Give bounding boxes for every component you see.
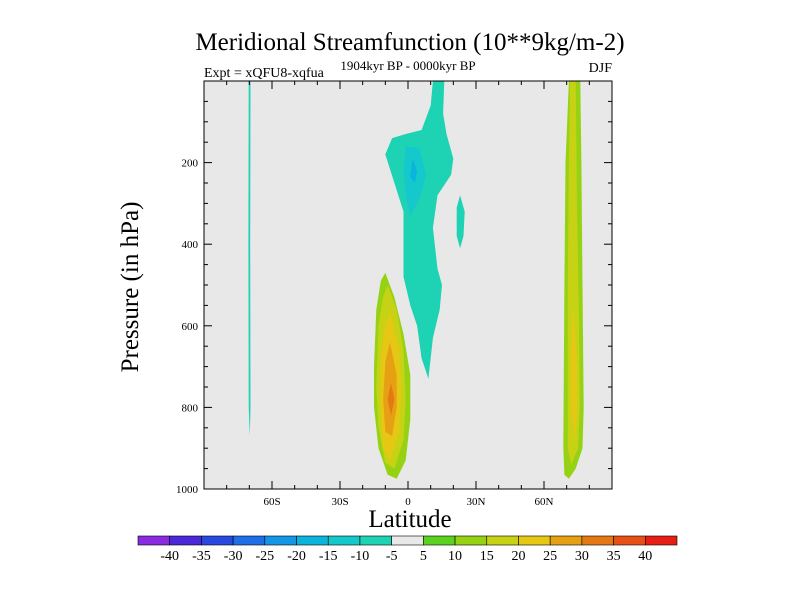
equatorial-cell-level--15 <box>410 158 418 183</box>
colorbar-label: 15 <box>480 549 494 564</box>
x-axis: 60S 30S 0 30N 60N <box>203 81 613 508</box>
colorbar-label: 40 <box>638 549 652 564</box>
colorbar-label: 20 <box>511 549 525 564</box>
y-tick-label: 400 <box>182 239 199 251</box>
colorbar-swatch <box>454 535 488 546</box>
sh-tropical-cell-level-30 <box>387 382 395 416</box>
sh-polar-filament-level--5 <box>248 81 251 436</box>
colorbar-label: 25 <box>543 549 557 564</box>
colorbar-label: -20 <box>287 549 306 564</box>
experiment-label: Expt = xQFU8-xqfua <box>204 66 325 81</box>
colorbar-label: 5 <box>420 549 427 564</box>
x-tick-label: 30N <box>467 496 486 508</box>
equatorial-cell-level--5 <box>385 81 454 379</box>
colorbar-label: 10 <box>448 549 462 564</box>
colorbar-swatch <box>327 535 361 546</box>
colorbar-label: -35 <box>192 549 211 564</box>
colorbar: -40 -35 -30 -25 -20 -15 -10 -5 5 10 15 20 25 30 35 40 <box>137 535 678 564</box>
x-tick-label: 30S <box>331 496 348 508</box>
colorbar-label: 30 <box>575 549 589 564</box>
colorbar-swatch <box>613 535 646 546</box>
colorbar-label: 35 <box>607 549 621 564</box>
colorbar-swatch <box>137 535 171 546</box>
colorbar-swatch <box>296 535 329 546</box>
chart-title: Meridional Streamfunction (10**9kg/m-2) <box>195 29 624 56</box>
period-label: 1904kyr BP - 0000kyr BP <box>340 58 475 73</box>
y-tick-label: 600 <box>182 321 199 333</box>
colorbar-label: -15 <box>319 549 338 564</box>
colorbar-label: -40 <box>160 549 179 564</box>
y-tick-label: 800 <box>182 402 199 414</box>
colorbar-swatch <box>549 535 583 546</box>
colorbar-label: -25 <box>255 549 274 564</box>
season-label: DJF <box>589 61 613 76</box>
colorbar-swatch <box>169 535 202 546</box>
colorbar-swatch <box>201 535 234 546</box>
x-tick-label: 0 <box>405 496 411 508</box>
y-tick-label: 200 <box>182 158 199 170</box>
x-tick-label: 60N <box>535 496 554 508</box>
nh-subtropical-patch-level--5 <box>456 195 465 249</box>
colorbar-swatch <box>232 535 266 546</box>
colorbar-swatch <box>581 535 614 546</box>
colorbar-swatch <box>423 535 456 546</box>
colorbar-label: -10 <box>351 549 370 564</box>
colorbar-swatch <box>359 535 392 546</box>
colorbar-swatch <box>391 535 424 546</box>
colorbar-swatch <box>518 535 551 546</box>
colorbar-swatch <box>486 535 519 546</box>
x-axis-label: Latitude <box>368 506 451 533</box>
contour-fill-layer <box>248 81 584 479</box>
x-tick-label: 60S <box>263 496 280 508</box>
y-axis: 200 400 600 800 1000 <box>176 100 612 496</box>
colorbar-swatch <box>264 535 297 546</box>
y-axis-label: Pressure (in hPa) <box>117 202 144 373</box>
nh-polar-cell-level-20 <box>571 305 577 440</box>
colorbar-label: -30 <box>224 549 243 564</box>
colorbar-label: -5 <box>386 549 398 564</box>
colorbar-swatch <box>644 535 678 546</box>
y-tick-label: 1000 <box>176 484 199 496</box>
